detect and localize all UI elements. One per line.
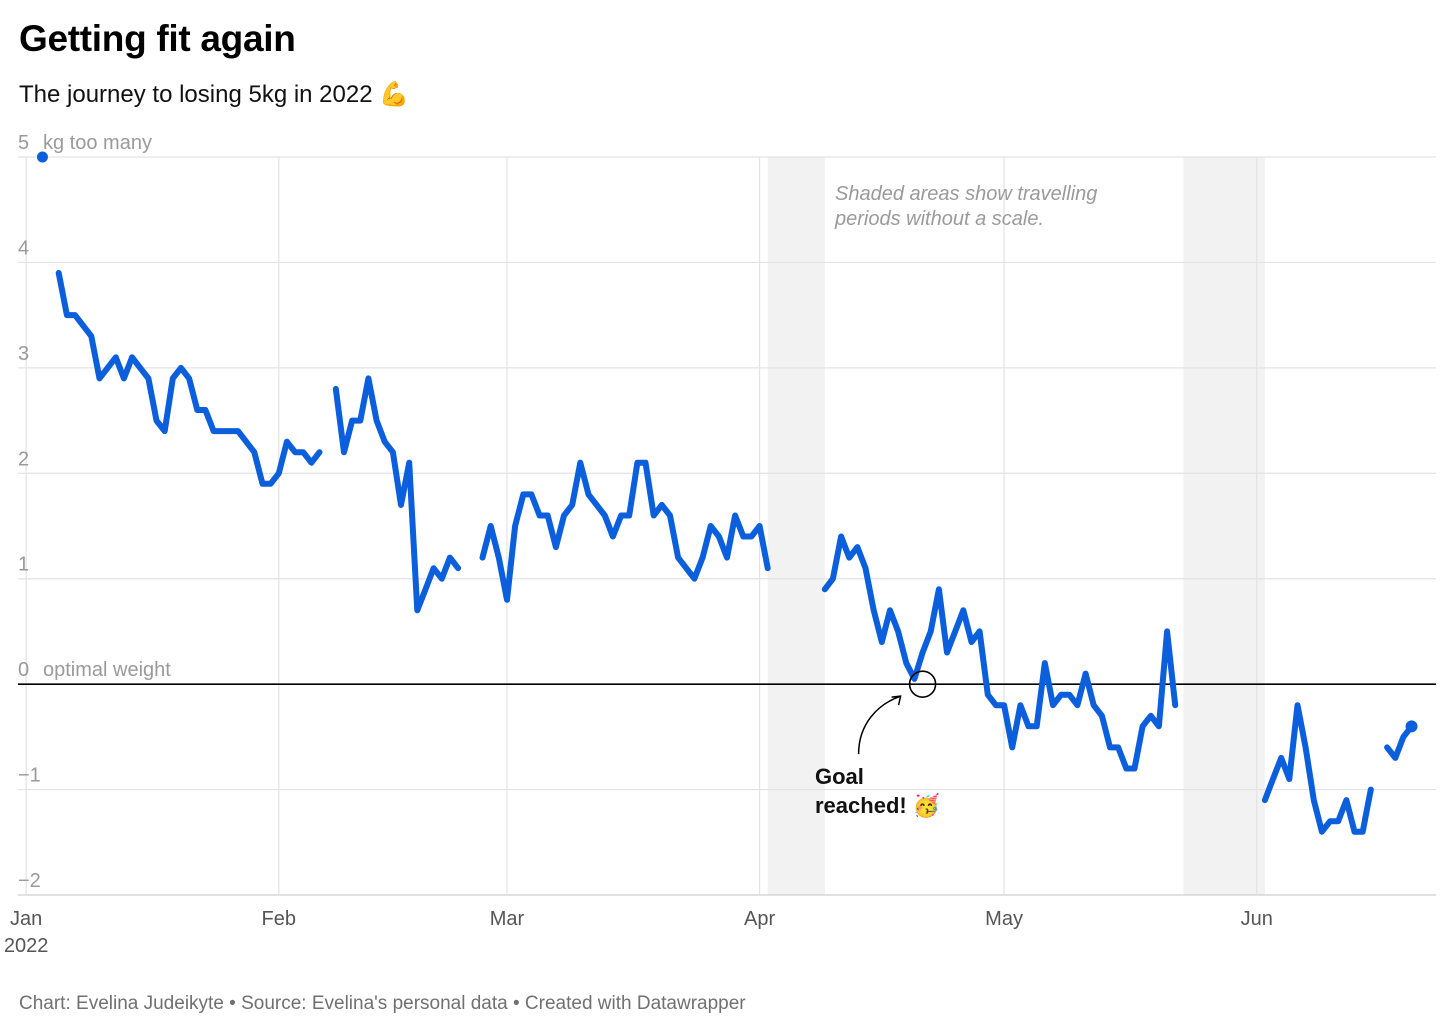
y-tick-label: 2 bbox=[18, 448, 29, 470]
y-tick-label: 3 bbox=[18, 343, 29, 365]
goal-arrow bbox=[857, 695, 901, 755]
travel-period-shade bbox=[1183, 157, 1265, 895]
shading-note: Shaded areas show travelling periods with… bbox=[834, 183, 1097, 230]
travel-shading bbox=[767, 157, 1265, 895]
x-tick-label: May bbox=[985, 908, 1023, 930]
series-line-segment bbox=[55, 270, 323, 487]
goal-arrowhead bbox=[891, 695, 902, 706]
last-point-marker bbox=[1405, 720, 1418, 733]
x-tick-label: Jun bbox=[1241, 908, 1273, 930]
goal-label: Goal reached! 🥳 bbox=[815, 764, 940, 818]
chart-credit: Chart: Evelina Judeikyte • Source: Eveli… bbox=[19, 993, 746, 1014]
shading-note-line: periods without a scale. bbox=[834, 208, 1044, 230]
y-axis-title: kg too many bbox=[43, 132, 152, 154]
shading-note-line: Shaded areas show travelling bbox=[835, 183, 1097, 205]
x-tick-sublabel: 2022 bbox=[4, 935, 49, 957]
x-tick-label: Feb bbox=[262, 908, 296, 930]
chart-subtitle: The journey to losing 5kg in 2022 💪 bbox=[19, 81, 410, 108]
x-tick-label: Jan bbox=[10, 908, 42, 930]
x-axis-labels: Jan 2022 Feb Mar Apr May Jun bbox=[4, 908, 1273, 957]
series-line-segment bbox=[479, 459, 771, 603]
y-tick-label: −2 bbox=[18, 870, 41, 892]
y-tick-label: 4 bbox=[18, 237, 29, 259]
series-line-segment bbox=[1384, 723, 1415, 761]
data-point bbox=[36, 151, 48, 163]
series-line-segment bbox=[821, 533, 1179, 772]
y-tick-label: 0 bbox=[18, 659, 29, 681]
y-tick-label: −1 bbox=[18, 765, 41, 787]
goal-marker bbox=[908, 670, 937, 698]
goal-label-line: reached! 🥳 bbox=[815, 792, 940, 818]
gridlines bbox=[18, 156, 1436, 896]
y-axis-labels: 5 4 3 2 1 0 −1 −2 kg too many optimal weight bbox=[18, 132, 171, 892]
travel-period-shade bbox=[767, 157, 825, 895]
y-tick-label: 5 bbox=[18, 132, 29, 154]
series-line-segment bbox=[332, 375, 462, 614]
goal-label-line: Goal bbox=[815, 764, 864, 789]
x-tick-label: Mar bbox=[490, 908, 525, 930]
zero-line-label: optimal weight bbox=[43, 659, 171, 681]
weight-series bbox=[36, 151, 1418, 835]
x-tick-label: Apr bbox=[744, 908, 775, 930]
chart-title: Getting fit again bbox=[19, 18, 296, 59]
weight-line-chart: 5 4 3 2 1 0 −1 −2 kg too many optimal weight Jan 2… bbox=[4, 132, 1436, 957]
annotations: Shaded areas show travelling periods with… bbox=[815, 183, 1097, 818]
y-tick-label: 1 bbox=[18, 554, 29, 576]
series-line-segment bbox=[1261, 702, 1374, 835]
